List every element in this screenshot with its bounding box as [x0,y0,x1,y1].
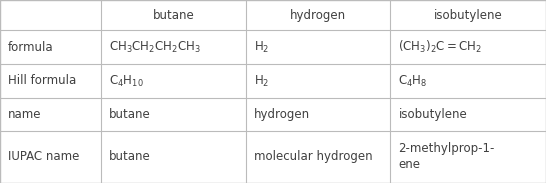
Text: isobutylene: isobutylene [399,108,467,121]
Text: $\mathregular{C_4H_{10}}$: $\mathregular{C_4H_{10}}$ [109,73,144,89]
Text: butane: butane [109,108,151,121]
Text: isobutylene: isobutylene [434,9,502,22]
Text: butane: butane [109,150,151,163]
Text: $\mathregular{CH_3CH_2CH_2CH_3}$: $\mathregular{CH_3CH_2CH_2CH_3}$ [109,40,201,55]
Text: hydrogen: hydrogen [290,9,346,22]
Text: $\mathregular{(CH_3)_2C{=}CH_2}$: $\mathregular{(CH_3)_2C{=}CH_2}$ [399,39,482,55]
Text: $\mathregular{H_2}$: $\mathregular{H_2}$ [254,40,269,55]
Text: $\mathregular{H_2}$: $\mathregular{H_2}$ [254,73,269,89]
Text: $\mathregular{C_4H_8}$: $\mathregular{C_4H_8}$ [399,73,428,89]
Text: butane: butane [152,9,194,22]
Text: molecular hydrogen: molecular hydrogen [254,150,372,163]
Text: IUPAC name: IUPAC name [8,150,79,163]
Text: 2-methylprop-1-
ene: 2-methylprop-1- ene [399,142,495,171]
Text: Hill formula: Hill formula [8,74,76,87]
Text: name: name [8,108,41,121]
Text: hydrogen: hydrogen [254,108,310,121]
Text: formula: formula [8,41,54,54]
